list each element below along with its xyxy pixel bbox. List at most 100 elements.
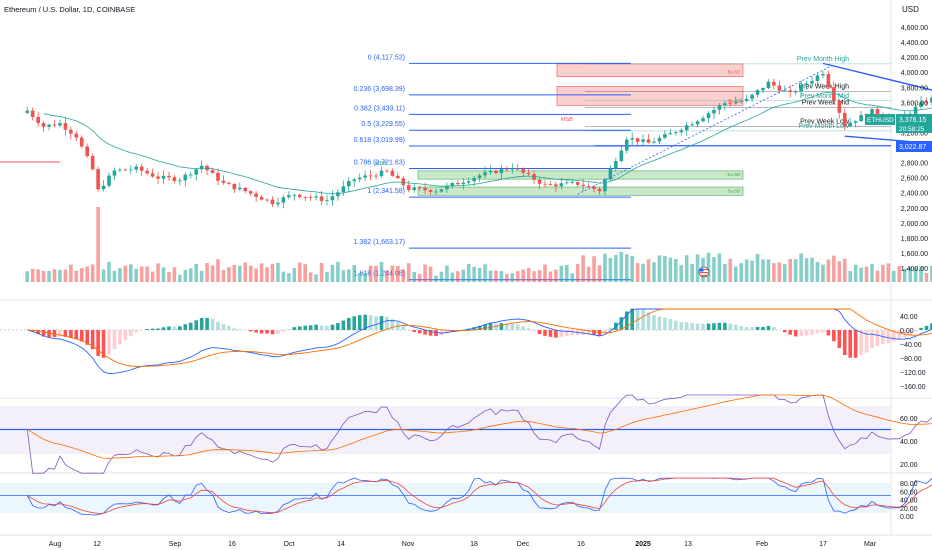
msb-label-2: MSB <box>375 161 387 167</box>
macd-histogram-bar <box>554 330 558 338</box>
macd-histogram-bar <box>690 323 694 330</box>
volume-bar <box>379 261 384 282</box>
candle-body <box>259 196 264 200</box>
volume-bar <box>341 270 346 282</box>
demand-zone <box>417 186 744 196</box>
volume-bar <box>58 269 62 282</box>
volume-bar <box>188 268 193 282</box>
candle-body <box>96 169 100 190</box>
candle-body <box>270 199 275 205</box>
macd-histogram-bar <box>783 330 787 333</box>
trend-lines[interactable] <box>577 62 932 195</box>
macd-histogram-bar <box>129 330 133 337</box>
candle-body <box>608 168 613 180</box>
macd-histogram-bar <box>379 316 384 330</box>
fib-level-label: 1.618 (1,244.08) <box>354 271 405 278</box>
time-axis-label: Aug <box>49 541 62 548</box>
stochastic-pane <box>0 477 932 516</box>
candle-body <box>30 110 35 118</box>
volume-bar <box>396 265 400 282</box>
candle-body <box>129 169 133 171</box>
volume-bar <box>69 264 73 282</box>
volume-bar <box>706 252 711 282</box>
macd-histogram-bar <box>728 323 733 330</box>
volume-bar <box>488 270 493 282</box>
trend-line <box>822 62 932 91</box>
macd-histogram-bar <box>652 315 656 330</box>
macd-histogram-bar <box>161 327 166 330</box>
volume-bar <box>406 263 411 282</box>
candle-body <box>826 74 831 88</box>
candle-body <box>766 81 771 89</box>
macd-histogram-bar <box>238 329 242 330</box>
volume-bar <box>25 271 30 282</box>
macd-histogram-bar <box>510 323 515 330</box>
volume-bar <box>597 265 602 282</box>
fibonacci-retracement[interactable]: 0 (4,117.52) 0.236 (3,698.39) 0.382 (3,439… <box>354 54 891 281</box>
moving-average-line <box>0 92 932 195</box>
candle-body <box>303 197 307 198</box>
time-axis[interactable]: Aug 12 Sep 16 Oct 14 Nov 18 Dec 16 2025 13 Feb 17 Mar <box>49 541 877 548</box>
candle-body <box>199 165 204 170</box>
candle-body <box>652 141 656 143</box>
candle-body <box>352 179 357 182</box>
macd-histogram-bar <box>281 330 286 332</box>
volume-bar <box>156 263 160 282</box>
candle-body <box>832 87 836 101</box>
volume-bar <box>445 265 449 282</box>
last-price: 3,376.15 <box>899 117 926 124</box>
macd-histogram-bar <box>445 330 449 334</box>
volume-bar <box>456 271 460 282</box>
candle-body <box>156 176 160 179</box>
macd-histogram-bar <box>565 330 569 337</box>
macd-histogram-bar <box>205 317 209 330</box>
volume-bar <box>821 264 825 282</box>
price-tick-label: 4,400.00 <box>901 40 928 47</box>
macd-histogram-bar <box>101 330 106 358</box>
volume-bar <box>810 257 814 282</box>
volume-bar <box>799 253 803 282</box>
candle-body <box>592 186 596 189</box>
candle-body <box>668 133 673 135</box>
volume-bar <box>902 268 907 282</box>
volume-bar <box>733 266 738 282</box>
volume-bar <box>919 266 923 282</box>
candle-body <box>581 184 585 187</box>
volume-bar <box>281 271 286 282</box>
candle-body <box>178 180 182 182</box>
volume-bar <box>532 271 536 282</box>
candle-body <box>788 90 793 92</box>
volume-bar <box>178 274 182 282</box>
volume-bar <box>908 267 912 282</box>
volume-bar <box>804 258 809 282</box>
candle-body <box>183 174 188 181</box>
macd-histogram-bar <box>254 330 258 333</box>
candle-body <box>777 85 782 91</box>
candle-body <box>314 196 318 198</box>
candle-body <box>695 121 700 125</box>
macd-tick-label: −160.00 <box>900 384 926 391</box>
symbol-title: Ethereum / U.S. Dollar, 1D, COINBASE <box>4 5 135 14</box>
volume-bar <box>930 265 932 282</box>
candle-body <box>172 177 177 181</box>
volume-bar <box>548 271 553 282</box>
volume-bar <box>717 253 722 282</box>
candle-body <box>265 199 269 201</box>
volume-bar <box>254 268 258 282</box>
macd-histogram-bar <box>837 330 842 348</box>
price-axis[interactable]: 4,600.00 4,400.00 4,200.00 4,000.00 3,800.00… <box>901 25 928 273</box>
volume-bar <box>886 263 891 282</box>
candle-body <box>292 194 297 196</box>
macd-histogram-bar <box>521 326 525 330</box>
candle-body <box>74 133 79 138</box>
macd-histogram-bar <box>69 330 73 338</box>
currency-label: USD <box>902 5 919 14</box>
time-axis-label: 13 <box>684 541 692 548</box>
macd-histogram-bar <box>178 326 182 330</box>
candle-body <box>363 175 367 178</box>
candle-body <box>624 139 629 151</box>
volume-bar <box>565 264 569 282</box>
macd-histogram-bar <box>265 330 269 334</box>
macd-histogram-bar <box>58 330 62 337</box>
